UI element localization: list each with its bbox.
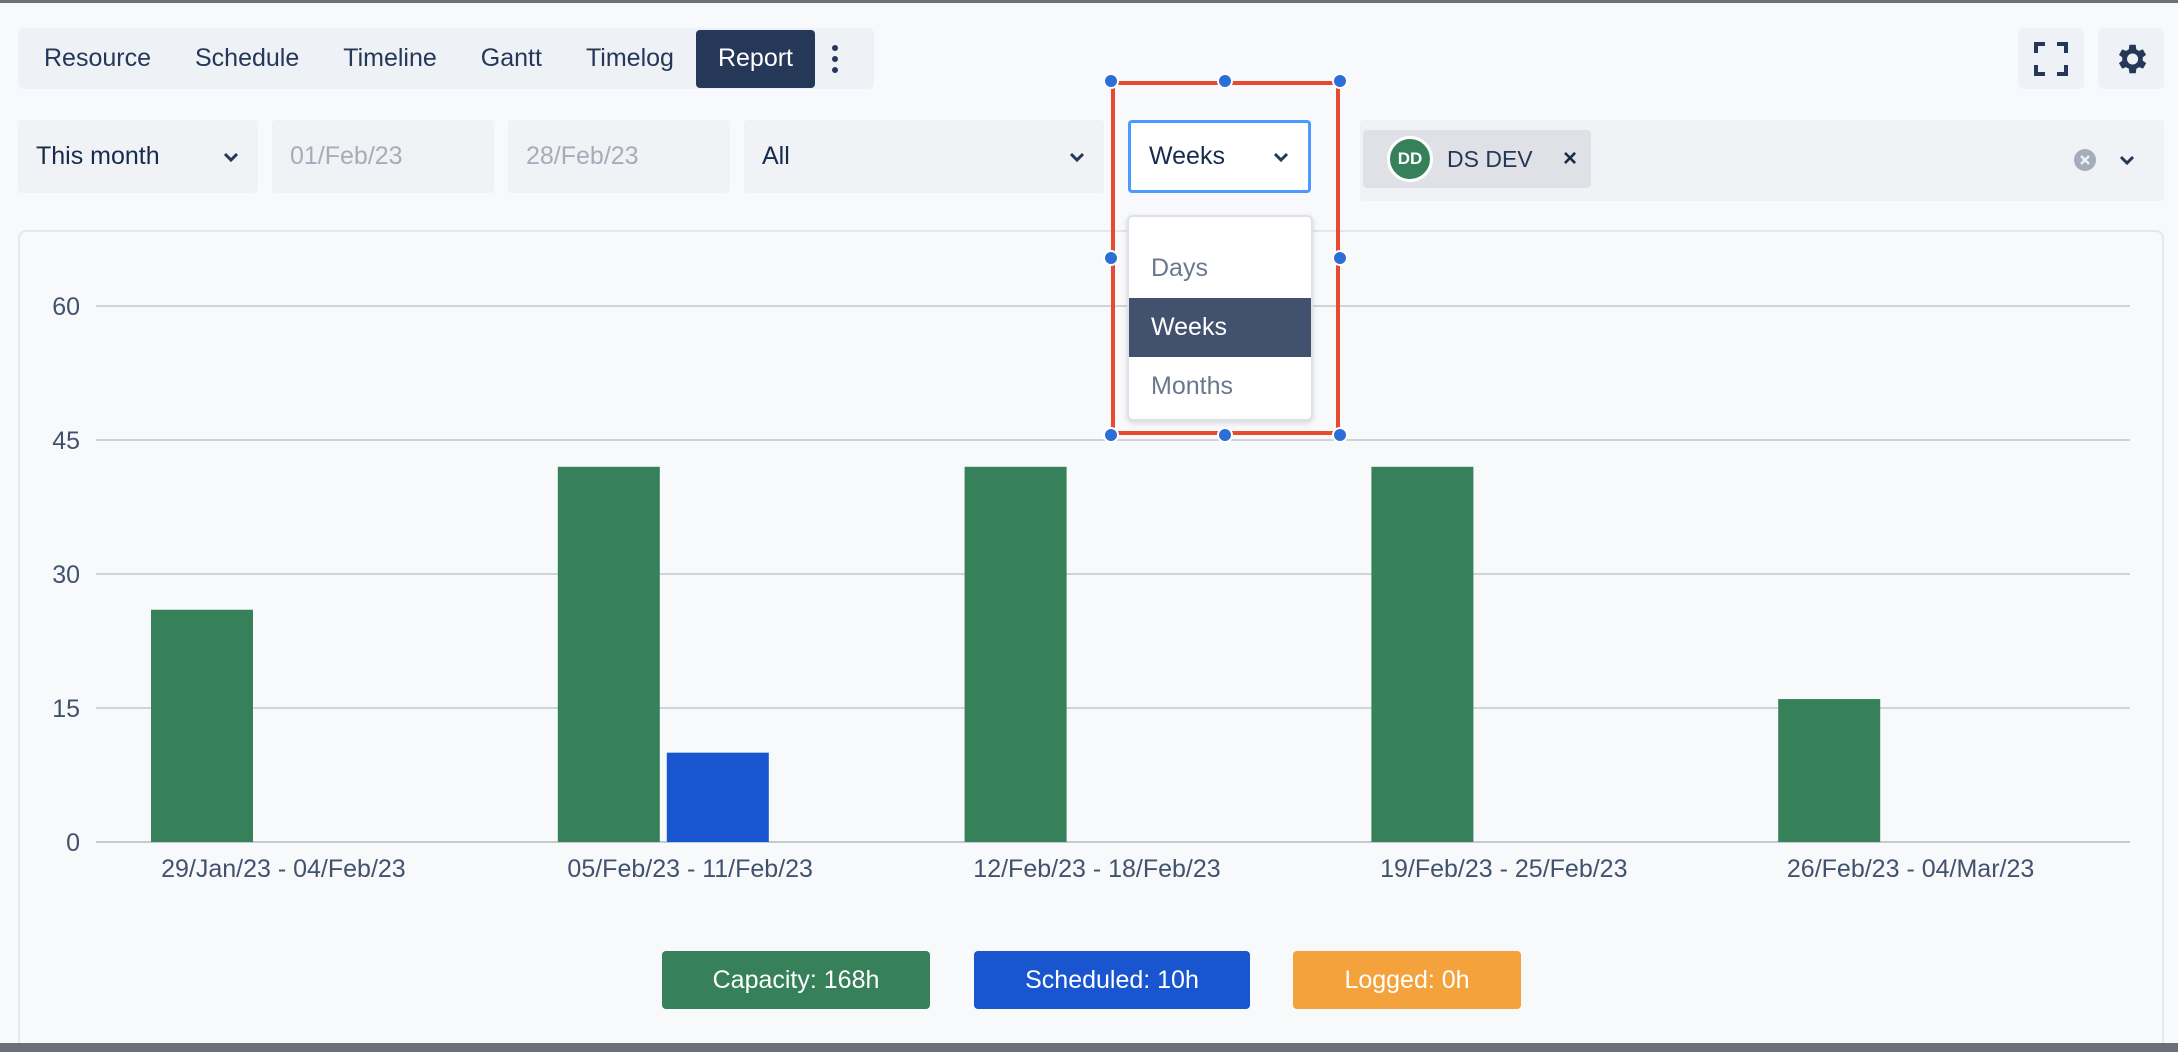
selection-outline bbox=[1111, 81, 1340, 435]
gear-icon bbox=[2118, 44, 2147, 73]
more-options-button[interactable] bbox=[815, 30, 855, 88]
tab-gantt[interactable]: Gantt bbox=[480, 44, 542, 72]
tab-timelog[interactable]: Timelog bbox=[585, 44, 674, 72]
tab-timeline[interactable]: Timeline bbox=[343, 44, 437, 72]
scheduled-bar bbox=[666, 752, 769, 842]
resize-handle[interactable] bbox=[1217, 73, 1233, 89]
resize-handle[interactable] bbox=[1103, 73, 1119, 89]
clear-circle-icon bbox=[2074, 149, 2096, 171]
fullscreen-button[interactable] bbox=[2018, 28, 2084, 89]
legend-logged-label: Logged: 0h bbox=[1344, 965, 1470, 994]
end-date-value: 28/Feb/23 bbox=[526, 142, 639, 170]
period-select-value: This month bbox=[36, 142, 160, 170]
capacity-bar bbox=[1778, 699, 1881, 842]
legend-logged[interactable]: Logged: 0h bbox=[1293, 951, 1521, 1009]
tab-resource[interactable]: Resource bbox=[44, 44, 151, 72]
resize-handle[interactable] bbox=[1332, 73, 1348, 89]
resize-handle[interactable] bbox=[1103, 250, 1119, 266]
menu-item-days[interactable]: Days bbox=[1151, 254, 1208, 282]
y-tick-label: 15 bbox=[52, 695, 80, 723]
capacity-bar bbox=[151, 609, 253, 842]
vertical-dots-icon bbox=[832, 44, 838, 73]
user-filter-toggle[interactable] bbox=[2118, 153, 2136, 171]
avatar: DD bbox=[1387, 136, 1433, 182]
start-date-value: 01/Feb/23 bbox=[290, 142, 403, 170]
x-tick-label: 19/Feb/23 - 25/Feb/23 bbox=[1380, 855, 1627, 883]
tab-schedule[interactable]: Schedule bbox=[195, 44, 300, 72]
chevron-down-icon bbox=[1068, 151, 1086, 163]
menu-item-weeks[interactable]: Weeks bbox=[1129, 298, 1311, 357]
legend-scheduled-label: Scheduled: 10h bbox=[1025, 965, 1199, 994]
x-tick-label: 29/Jan/23 - 04/Feb/23 bbox=[161, 855, 406, 883]
resize-handle[interactable] bbox=[1332, 250, 1348, 266]
y-tick-label: 0 bbox=[66, 829, 80, 857]
settings-button[interactable] bbox=[2098, 28, 2164, 89]
user-chip-name: DS DEV bbox=[1447, 145, 1533, 172]
tab-report[interactable]: Report bbox=[695, 29, 815, 88]
legend-capacity-label: Capacity: 168h bbox=[712, 965, 880, 994]
resize-handle[interactable] bbox=[1217, 427, 1233, 443]
granularity-menu: Days Weeks Months bbox=[1127, 215, 1313, 421]
resize-handle[interactable] bbox=[1332, 427, 1348, 443]
user-chip: DD DS DEV × bbox=[1363, 130, 1591, 188]
start-date-field[interactable]: 01/Feb/23 bbox=[272, 120, 494, 193]
window-edge bbox=[0, 1043, 2178, 1052]
menu-item-months[interactable]: Months bbox=[1151, 372, 1233, 400]
chevron-down-icon bbox=[1272, 151, 1290, 163]
capacity-bar-chart: 0 15 30 45 60 29/Jan/23 - 04/Feb/23 05/Feb/23 … bbox=[52, 293, 2130, 883]
y-tick-label: 45 bbox=[52, 427, 80, 455]
clear-selection-button[interactable] bbox=[2072, 147, 2098, 178]
x-tick-label: 05/Feb/23 - 11/Feb/23 bbox=[567, 855, 813, 883]
legend-capacity[interactable]: Capacity: 168h bbox=[662, 951, 930, 1009]
legend-scheduled[interactable]: Scheduled: 10h bbox=[974, 951, 1250, 1009]
scope-select[interactable]: All bbox=[744, 120, 1104, 193]
granularity-select[interactable]: Weeks bbox=[1128, 120, 1311, 193]
x-tick-label: 26/Feb/23 - 04/Mar/23 bbox=[1787, 855, 2034, 883]
capacity-bar bbox=[557, 466, 660, 842]
end-date-field[interactable]: 28/Feb/23 bbox=[508, 120, 730, 193]
granularity-select-value: Weeks bbox=[1149, 142, 1225, 170]
view-tabs: Resource Schedule Timeline Gantt Timelog… bbox=[18, 28, 874, 89]
chevron-down-icon bbox=[222, 151, 240, 163]
fullscreen-icon bbox=[2034, 41, 2068, 76]
chart-card: 0 15 30 45 60 29/Jan/23 - 04/Feb/23 05/Feb/23 … bbox=[18, 230, 2164, 1050]
remove-user-button[interactable]: × bbox=[1562, 145, 1577, 172]
capacity-bar bbox=[1371, 466, 1474, 842]
scope-select-value: All bbox=[762, 142, 790, 170]
chevron-down-icon bbox=[2119, 155, 2135, 166]
x-tick-label: 12/Feb/23 - 18/Feb/23 bbox=[973, 855, 1220, 883]
period-select[interactable]: This month bbox=[18, 120, 258, 193]
y-tick-label: 60 bbox=[52, 293, 80, 321]
capacity-bar bbox=[964, 466, 1067, 842]
resize-handle[interactable] bbox=[1103, 427, 1119, 443]
y-tick-label: 30 bbox=[52, 561, 80, 589]
